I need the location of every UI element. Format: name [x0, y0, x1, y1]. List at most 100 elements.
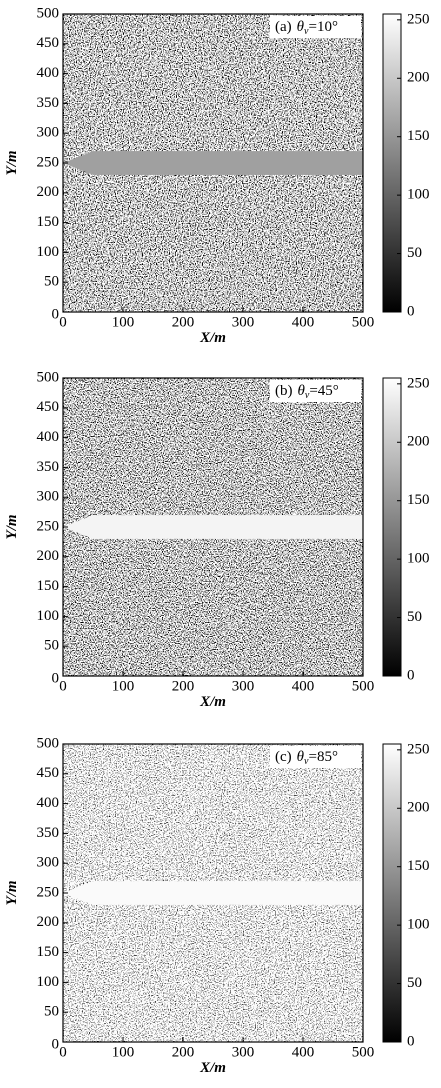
- y-tick-label: 250: [37, 154, 60, 170]
- panel-label: (b): [275, 383, 293, 399]
- x-tick-label: 200: [172, 1044, 195, 1060]
- colorbar: [382, 377, 402, 677]
- y-tick-label: 200: [37, 548, 60, 564]
- y-tick-label: 450: [37, 35, 60, 51]
- y-axis-label-text: Y/m: [4, 151, 20, 176]
- x-tick-label: 500: [352, 678, 375, 694]
- y-tick-label: 500: [37, 5, 60, 21]
- y-tick-label: 150: [37, 214, 60, 230]
- y-tick-label: 0: [52, 670, 60, 686]
- colorbar-tick-label: 250: [407, 741, 430, 757]
- y-tick-label: 250: [37, 518, 60, 534]
- colorbar-tick-label: 0: [407, 667, 415, 683]
- wake-tip: [63, 151, 93, 175]
- colorbar-tick-label: 200: [407, 800, 430, 816]
- x-tick-label: 0: [59, 678, 67, 694]
- y-tick-label: 500: [37, 735, 60, 751]
- wake-band: [93, 515, 363, 539]
- y-tick-label: 200: [37, 914, 60, 930]
- y-tick-label: 150: [37, 944, 60, 960]
- x-tick-label: 100: [112, 314, 135, 330]
- colorbar-tick-label: 150: [407, 492, 430, 508]
- y-tick-label: 400: [37, 795, 60, 811]
- x-axis-label-text: X/m: [199, 330, 226, 346]
- symbol-subscript: v: [304, 756, 309, 767]
- y-tick-label: 300: [37, 125, 60, 141]
- y-tick-label: 300: [37, 855, 60, 871]
- x-tick-label: 500: [352, 1044, 375, 1060]
- x-tick-label: 300: [232, 1044, 255, 1060]
- colorbar-tick-label: 0: [407, 1033, 415, 1049]
- x-tick-label: 300: [232, 678, 255, 694]
- y-axis-label-text: Y/m: [4, 881, 20, 906]
- y-tick-label: 50: [44, 638, 59, 654]
- x-tick-label: 100: [112, 1044, 135, 1060]
- y-tick-label: 50: [44, 1004, 59, 1020]
- y-tick-label: 450: [37, 765, 60, 781]
- colorbar-tick-label: 100: [407, 917, 430, 933]
- y-tick-label: 500: [37, 369, 60, 385]
- y-tick-label: 100: [37, 974, 60, 990]
- wake-band: [93, 881, 363, 905]
- parameter-value: =85°: [308, 749, 337, 765]
- symbol-subscript: v: [305, 390, 310, 401]
- wake-tip: [63, 515, 93, 539]
- colorbar-tick-label: 100: [407, 551, 430, 567]
- colorbar-tick-label: 150: [407, 858, 430, 874]
- y-tick-label: 350: [37, 459, 60, 475]
- x-tick-label: 100: [112, 678, 135, 694]
- y-tick-label: 400: [37, 429, 60, 445]
- panel-title: (c) θv=85°: [275, 749, 338, 767]
- y-tick-label: 50: [44, 274, 59, 290]
- x-tick-label: 400: [292, 314, 315, 330]
- x-axis-label: X/m: [199, 1060, 226, 1076]
- y-tick-label: 350: [37, 825, 60, 841]
- x-tick-label: 400: [292, 678, 315, 694]
- x-axis-label-text: X/m: [199, 694, 226, 710]
- symbol: θ: [297, 19, 305, 35]
- y-tick-label: 400: [37, 65, 60, 81]
- colorbar: [382, 743, 402, 1043]
- colorbar-tick-label: 50: [407, 245, 422, 261]
- x-axis-label-text: X/m: [199, 1060, 226, 1076]
- y-tick-label: 150: [37, 578, 60, 594]
- x-tick-label: 500: [352, 314, 375, 330]
- panel-title: (b) θv=45°: [275, 383, 339, 401]
- title-box: [270, 380, 361, 402]
- y-tick-label: 100: [37, 608, 60, 624]
- colorbar-tick-label: 50: [407, 609, 422, 625]
- y-tick-label: 0: [52, 306, 60, 322]
- x-tick-label: 300: [232, 314, 255, 330]
- y-axis-label: Y/m: [4, 515, 20, 540]
- y-axis-label-text: Y/m: [4, 515, 20, 540]
- y-tick-label: 200: [37, 184, 60, 200]
- y-tick-label: 300: [37, 489, 60, 505]
- y-tick-label: 250: [37, 884, 60, 900]
- title-box: [270, 746, 361, 768]
- x-tick-label: 200: [172, 314, 195, 330]
- panel-label: (a): [275, 19, 292, 35]
- parameter-value: =10°: [308, 19, 337, 35]
- wake-tip: [63, 881, 93, 905]
- x-axis-label: X/m: [199, 330, 226, 346]
- x-axis-label: X/m: [199, 694, 226, 710]
- colorbar-tick-label: 0: [407, 303, 415, 319]
- parameter-value: =45°: [309, 383, 338, 399]
- colorbar-tick-label: 50: [407, 975, 422, 991]
- panel-label: (c): [275, 749, 292, 765]
- panel-title: (a) θv=10°: [275, 19, 338, 37]
- y-tick-label: 350: [37, 95, 60, 111]
- y-axis-label: Y/m: [4, 881, 20, 906]
- colorbar-tick-label: 250: [407, 375, 430, 391]
- colorbar-tick-label: 250: [407, 11, 430, 27]
- y-axis-label: Y/m: [4, 151, 20, 176]
- y-tick-label: 450: [37, 399, 60, 415]
- colorbar-tick-label: 200: [407, 70, 430, 86]
- wake-band: [93, 151, 363, 175]
- colorbar: [382, 13, 402, 313]
- colorbar-tick-label: 200: [407, 434, 430, 450]
- x-tick-label: 200: [172, 678, 195, 694]
- x-tick-label: 400: [292, 1044, 315, 1060]
- symbol-subscript: v: [304, 26, 309, 37]
